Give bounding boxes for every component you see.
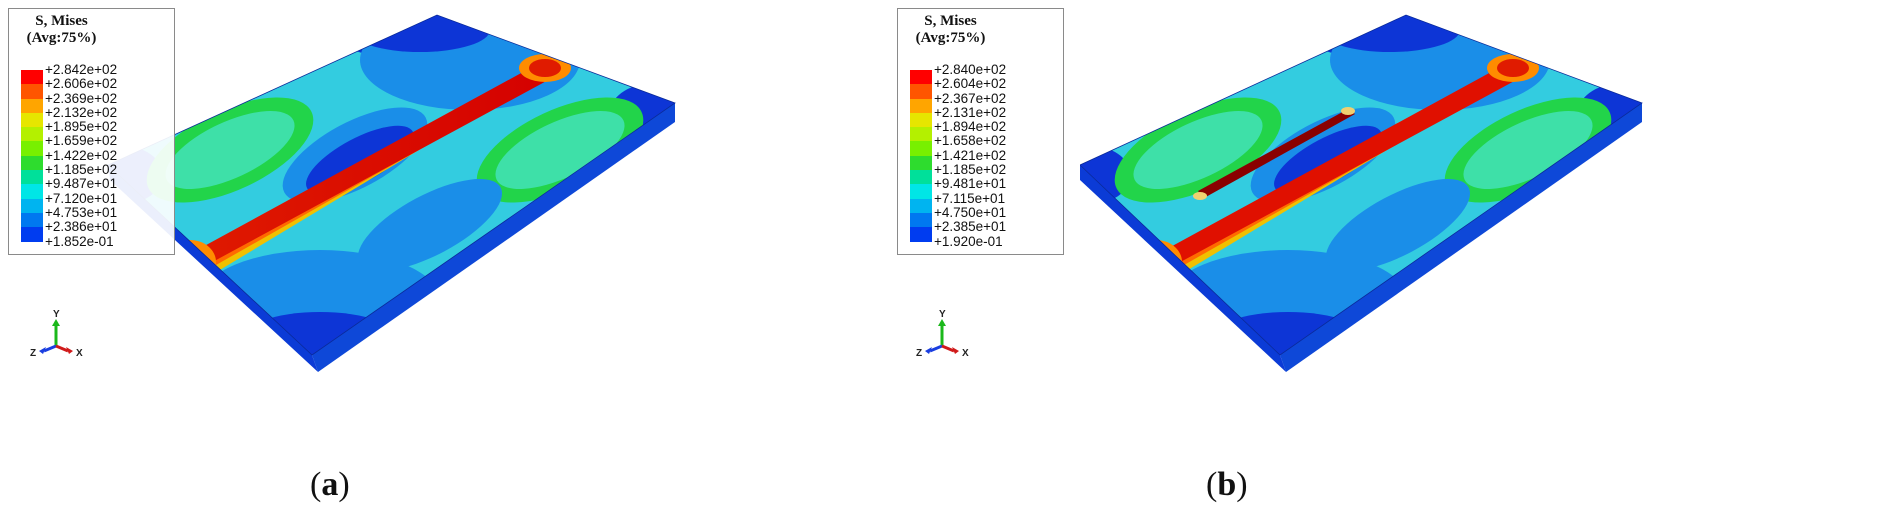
color-swatch (21, 155, 43, 171)
caption-letter: a (321, 466, 339, 503)
axis-triad-a: Y Z X (30, 309, 83, 359)
z-axis-label: Z (30, 348, 36, 359)
color-swatch (910, 155, 932, 171)
z-axis-arrowhead (39, 347, 46, 354)
legend-value: +2.367e+02 (934, 90, 1007, 106)
legend-value: +1.659e+02 (45, 133, 118, 149)
legend-value: +7.115e+01 (934, 190, 1006, 206)
color-swatch (910, 70, 932, 85)
color-swatch (910, 198, 932, 213)
legend-value: +2.369e+02 (45, 90, 118, 106)
color-swatch (21, 84, 43, 99)
legend-value: +2.604e+02 (934, 76, 1007, 92)
z-axis-arrowhead (925, 347, 932, 354)
color-swatch (910, 227, 932, 242)
legend-title: S, Mises (Avg:75%) (9, 13, 114, 47)
legend-value: +1.920e-01 (934, 233, 1003, 249)
legend-title-line1: S, Mises (924, 13, 977, 29)
legend-value: +1.185e+02 (934, 162, 1007, 178)
caption-paren: ) (1236, 466, 1248, 503)
panel-a: S, Mises (Avg:75%) +2.842e+02 +2.606e+02… (0, 0, 940, 515)
x-axis-arrowhead (952, 347, 959, 354)
legend-title-line1: S, Mises (35, 13, 88, 29)
y-axis-label: Y (939, 309, 946, 320)
x-axis-arrow (941, 344, 955, 353)
legend-value: +2.385e+01 (934, 219, 1007, 235)
stress-plate-contour-a (107, 14, 676, 372)
color-swatch (21, 170, 43, 185)
legend-value: +1.895e+02 (45, 119, 118, 135)
legend-value: +2.131e+02 (934, 104, 1007, 120)
legend-value: +1.185e+02 (45, 162, 118, 178)
legend-value: +4.753e+01 (45, 204, 118, 220)
legend-a: S, Mises (Avg:75%) +2.842e+02 +2.606e+02… (8, 8, 175, 255)
color-swatch (21, 212, 43, 228)
legend-value: +9.481e+01 (934, 176, 1007, 192)
legend-value: +1.658e+02 (934, 133, 1007, 149)
legend-b: S, Mises (Avg:75%) +2.840e+02 +2.604e+02… (897, 8, 1064, 255)
x-axis-arrow (55, 344, 69, 353)
y-axis-arrowhead (52, 319, 60, 326)
stress-plate-contour-b (1080, 14, 1643, 372)
color-swatch (21, 127, 43, 142)
color-swatch (910, 98, 932, 113)
legend-value: +1.422e+02 (45, 147, 118, 163)
legend-value: +2.386e+01 (45, 219, 118, 235)
legend-value: +1.421e+02 (934, 147, 1007, 163)
color-swatch (910, 184, 932, 199)
color-scale (21, 70, 43, 242)
color-swatch (910, 212, 932, 228)
z-axis-label: Z (916, 348, 922, 359)
color-swatch (910, 141, 932, 156)
color-scale (910, 70, 932, 242)
x-axis-label: X (962, 348, 969, 359)
panel-b (1080, 0, 1881, 515)
x-axis-arrowhead (66, 347, 73, 354)
color-swatch (21, 198, 43, 213)
legend-value: +1.894e+02 (934, 119, 1007, 135)
color-swatch (21, 70, 43, 85)
color-swatch (21, 98, 43, 113)
plate-front-face (1080, 165, 1286, 372)
axis-triad-b: Y Z X (916, 309, 969, 359)
caption-paren: ( (1206, 466, 1218, 503)
legend-value: +2.606e+02 (45, 76, 118, 92)
x-axis-label: X (76, 348, 83, 359)
color-swatch (910, 84, 932, 99)
legend-title: S, Mises (Avg:75%) (898, 13, 1003, 47)
legend-values: +2.840e+02 +2.604e+02 +2.367e+02 +2.131e… (934, 62, 1007, 249)
color-swatch (910, 112, 932, 128)
panel-caption-a: (a) (310, 466, 350, 504)
legend-values: +2.842e+02 +2.606e+02 +2.369e+02 +2.132e… (45, 62, 118, 249)
legend-value: +7.120e+01 (45, 190, 118, 206)
legend-value: +2.842e+02 (45, 62, 118, 77)
plate-side-face (1280, 103, 1642, 372)
legend-value: +2.132e+02 (45, 104, 118, 120)
caption-paren: ( (310, 466, 322, 503)
caption-paren: ) (338, 466, 350, 503)
color-swatch (21, 141, 43, 156)
color-swatch (910, 170, 932, 185)
z-axis-arrow (43, 344, 57, 353)
y-axis-label: Y (53, 309, 60, 320)
color-swatch (21, 112, 43, 128)
color-swatch (910, 127, 932, 142)
color-swatch (21, 227, 43, 242)
legend-value: +4.750e+01 (934, 204, 1007, 220)
z-axis-arrow (929, 344, 943, 353)
panel-caption-b: (b) (1206, 466, 1248, 504)
caption-letter: b (1217, 466, 1237, 503)
color-swatch (21, 184, 43, 199)
legend-value: +9.487e+01 (45, 176, 118, 192)
legend-value: +2.840e+02 (934, 62, 1007, 77)
legend-title-line2: (Avg:75%) (26, 30, 97, 46)
y-axis-arrowhead (938, 319, 946, 326)
legend-value: +1.852e-01 (45, 233, 114, 249)
legend-title-line2: (Avg:75%) (915, 30, 986, 46)
plate-side-face (312, 103, 675, 372)
